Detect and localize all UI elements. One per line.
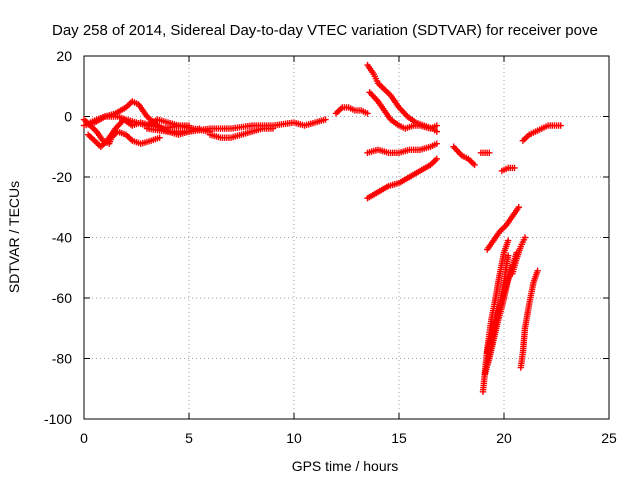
data-point bbox=[521, 234, 529, 241]
data-point bbox=[156, 134, 163, 141]
y-tick-label: -20 bbox=[52, 169, 72, 185]
x-tick-label: 5 bbox=[185, 430, 193, 446]
x-tick-label: 15 bbox=[391, 430, 407, 446]
y-tick-label: 0 bbox=[64, 109, 72, 125]
series-arc-l bbox=[450, 143, 478, 169]
data-point bbox=[433, 140, 440, 147]
series-arc-m bbox=[477, 149, 493, 156]
data-point bbox=[515, 204, 522, 211]
y-axis-label: SDTVAR / TECUs bbox=[6, 181, 22, 293]
data-point bbox=[269, 125, 277, 132]
series-arc-g bbox=[332, 104, 371, 117]
series-arc-d bbox=[87, 113, 193, 129]
y-tick-label: -40 bbox=[52, 230, 72, 246]
series-arc-t bbox=[484, 204, 522, 253]
series-arc-f bbox=[206, 125, 277, 141]
data-point bbox=[322, 116, 329, 123]
data-point bbox=[185, 122, 193, 129]
data-point bbox=[511, 164, 518, 172]
y-tick-label: -60 bbox=[52, 290, 72, 306]
data-point bbox=[433, 122, 440, 129]
data-point bbox=[534, 267, 541, 274]
x-tick-label: 10 bbox=[286, 430, 302, 446]
series-arc-v bbox=[509, 234, 529, 277]
data-point bbox=[557, 122, 564, 129]
y-tick-label: -80 bbox=[52, 351, 72, 367]
chart-title: Day 258 of 2014, Sidereal Day-to-day VTE… bbox=[52, 22, 598, 39]
data-point bbox=[505, 237, 512, 244]
data-point bbox=[505, 252, 512, 259]
series-arc-u bbox=[517, 267, 541, 371]
x-tick-label: 20 bbox=[496, 430, 512, 446]
data-point bbox=[486, 149, 493, 156]
series-arc-i bbox=[366, 89, 440, 132]
x-axis-label: GPS time / hours bbox=[292, 458, 399, 474]
x-tick-label: 0 bbox=[80, 430, 88, 446]
data-point bbox=[433, 155, 440, 163]
series-arc-o bbox=[519, 122, 564, 144]
y-tick-label: -100 bbox=[44, 411, 72, 427]
grid bbox=[84, 56, 609, 419]
x-tick-label: 25 bbox=[601, 430, 617, 446]
y-tick-label: 20 bbox=[56, 48, 72, 64]
data-points bbox=[80, 61, 564, 395]
data-point bbox=[433, 128, 440, 135]
series-arc-k bbox=[364, 155, 440, 202]
series-arc-j bbox=[364, 140, 440, 156]
data-point bbox=[471, 161, 478, 169]
data-point bbox=[364, 110, 371, 117]
ticks: 0 5 10 15 20 25 -100 -80 -60 -40 -20 0 20 bbox=[44, 48, 617, 446]
series-arc-n bbox=[498, 164, 518, 175]
